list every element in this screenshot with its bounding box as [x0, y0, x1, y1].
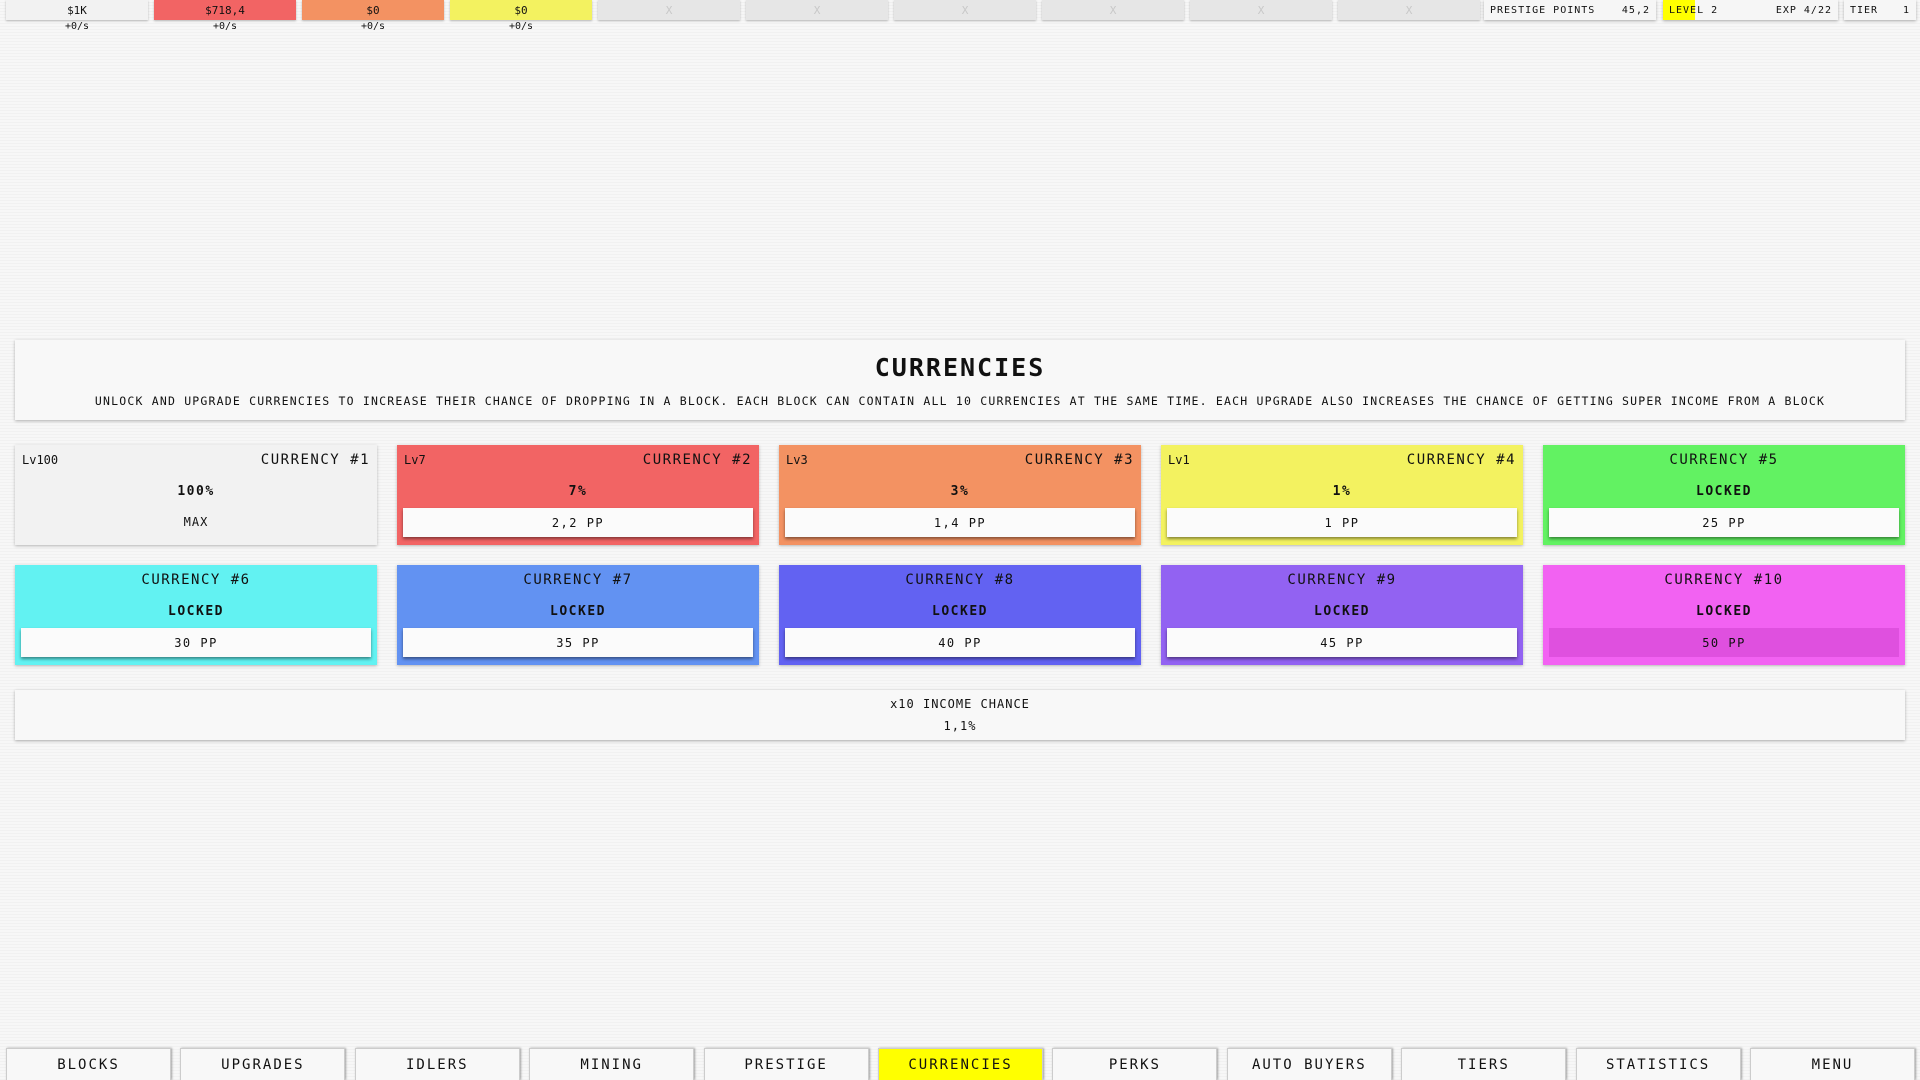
currency-chance: LOCKED [1314, 604, 1370, 619]
currency-chance: 1% [1332, 484, 1352, 499]
prestige-points-stat: PRESTIGE POINTS 45,2 [1484, 0, 1656, 20]
prestige-points-value: 45,2 [1621, 4, 1650, 16]
currency-level: Lv7 [404, 453, 426, 467]
unlock-button[interactable]: 40 PP [785, 628, 1135, 657]
upgrade-button[interactable]: 1,4 PP [785, 508, 1135, 537]
currency-name: CURRENCY #1 [260, 452, 370, 468]
level-label: LEVEL 2 [1669, 4, 1719, 16]
currency-name: CURRENCY #3 [1024, 452, 1134, 468]
level-stat: LEVEL 2 EXP 4/22 [1663, 0, 1838, 20]
currency-chance: LOCKED [1696, 604, 1752, 619]
nav-tab-mining[interactable]: MINING [529, 1048, 695, 1080]
currency-rate-4: +0/s [508, 21, 534, 32]
nav-tab-auto-buyers[interactable]: AUTO BUYERS [1226, 1048, 1392, 1080]
currency-name: CURRENCY #5 [1669, 452, 1779, 468]
tier-stat: TIER 1 [1844, 0, 1916, 20]
currency-balance-5: X [598, 0, 740, 20]
max-label: MAX [183, 515, 209, 529]
currency-name: CURRENCY #8 [905, 572, 1015, 588]
currency-chance: 100% [177, 484, 215, 499]
upgrade-button[interactable]: 2,2 PP [403, 508, 753, 537]
currency-level: Lv1 [1168, 453, 1190, 467]
currency-balance-10: X [1338, 0, 1480, 20]
currency-card-7: CURRENCY #7 LOCKED 35 PP [397, 565, 759, 665]
currency-chance: LOCKED [932, 604, 988, 619]
currency-balance-1: $1K [6, 0, 148, 20]
exp-label: EXP 4/22 [1775, 4, 1832, 16]
prestige-points-label: PRESTIGE POINTS [1490, 4, 1596, 16]
unlock-button[interactable]: 50 PP [1549, 628, 1899, 657]
currency-card-1: Lv100 CURRENCY #1 100% MAX [15, 445, 377, 545]
currency-chance: 7% [568, 484, 588, 499]
nav-tab-idlers[interactable]: IDLERS [354, 1048, 520, 1080]
nav-tab-statistics[interactable]: STATISTICS [1575, 1048, 1741, 1080]
income-chance-value: 1,1% [943, 719, 977, 733]
currency-name: CURRENCY #10 [1664, 572, 1784, 588]
currency-card-2: Lv7 CURRENCY #2 7% 2,2 PP [397, 445, 759, 545]
currency-name: CURRENCY #7 [523, 572, 633, 588]
nav-tab-perks[interactable]: PERKS [1052, 1048, 1218, 1080]
tier-label: TIER [1850, 4, 1879, 16]
currency-rate-2: +0/s [212, 21, 238, 32]
currency-name: CURRENCY #4 [1406, 452, 1516, 468]
page-title: CURRENCIES [874, 353, 1046, 382]
nav-tab-prestige[interactable]: PRESTIGE [703, 1048, 869, 1080]
currency-card-6: CURRENCY #6 LOCKED 30 PP [15, 565, 377, 665]
nav-tab-upgrades[interactable]: UPGRADES [180, 1048, 346, 1080]
nav-tab-currencies[interactable]: CURRENCIES [878, 1048, 1043, 1080]
tier-value: 1 [1902, 4, 1910, 16]
unlock-button[interactable]: 35 PP [403, 628, 753, 657]
currency-balance-3: $0 [302, 0, 444, 20]
currency-balance-8: X [1042, 0, 1184, 20]
currency-card-5: CURRENCY #5 LOCKED 25 PP [1543, 445, 1905, 545]
page-description: UNLOCK AND UPGRADE CURRENCIES TO INCREAS… [94, 394, 1826, 408]
currency-balance-7: X [894, 0, 1036, 20]
currency-chance: 3% [950, 484, 970, 499]
currency-card-10: CURRENCY #10 LOCKED 50 PP [1543, 565, 1905, 665]
currency-card-4: Lv1 CURRENCY #4 1% 1 PP [1161, 445, 1523, 545]
currencies-header-panel: CURRENCIES UNLOCK AND UPGRADE CURRENCIES… [15, 340, 1905, 420]
unlock-button[interactable]: 25 PP [1549, 508, 1899, 537]
currency-card-8: CURRENCY #8 LOCKED 40 PP [779, 565, 1141, 665]
currency-level: Lv100 [22, 453, 59, 467]
currency-balance-6: X [746, 0, 888, 20]
currency-name: CURRENCY #9 [1287, 572, 1397, 588]
currency-balance-9: X [1190, 0, 1332, 20]
currency-chance: LOCKED [168, 604, 224, 619]
nav-tab-blocks[interactable]: BLOCKS [6, 1048, 171, 1080]
upgrade-button[interactable]: 1 PP [1167, 508, 1517, 537]
currency-name: CURRENCY #6 [141, 572, 251, 588]
currency-name: CURRENCY #2 [642, 452, 752, 468]
currency-card-9: CURRENCY #9 LOCKED 45 PP [1161, 565, 1523, 665]
income-chance-panel: x10 INCOME CHANCE 1,1% [15, 690, 1905, 740]
currency-level: Lv3 [786, 453, 808, 467]
currency-balance-4: $0 [450, 0, 592, 20]
currency-rate-1: +0/s [64, 21, 90, 32]
currency-chance: LOCKED [1696, 484, 1752, 499]
exp-progress-fill [1663, 0, 1695, 20]
income-chance-label: x10 INCOME CHANCE [890, 697, 1030, 711]
currency-card-3: Lv3 CURRENCY #3 3% 1,4 PP [779, 445, 1141, 545]
currency-balance-2: $718,4 [154, 0, 296, 20]
unlock-button[interactable]: 45 PP [1167, 628, 1517, 657]
nav-tab-tiers[interactable]: TIERS [1401, 1048, 1567, 1080]
currency-rate-3: +0/s [360, 21, 386, 32]
unlock-button[interactable]: 30 PP [21, 628, 371, 657]
currency-chance: LOCKED [550, 604, 606, 619]
nav-tab-menu[interactable]: MENU [1750, 1048, 1915, 1080]
